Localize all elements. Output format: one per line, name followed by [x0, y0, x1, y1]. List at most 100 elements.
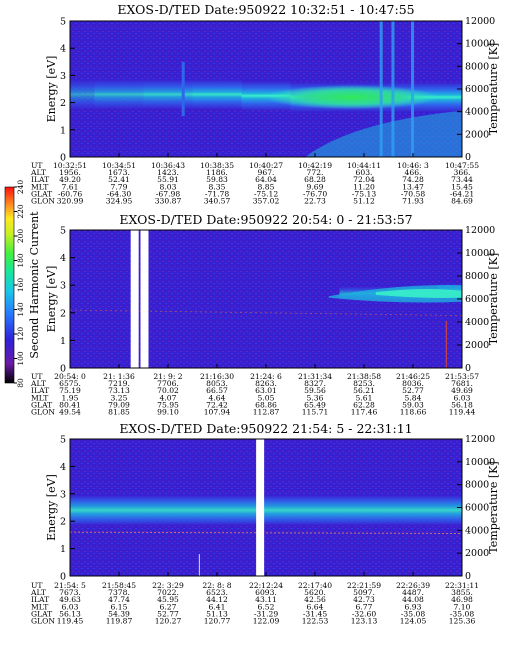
colorbar-tick-label: 220	[16, 204, 25, 219]
colorbar-tick-label: 80	[16, 378, 25, 388]
y-axis-label: Energy [eV]	[45, 474, 58, 541]
row-value: -35.08	[401, 609, 425, 618]
panel-2: EXOS-D/TED Date:950922 20:54: 0 - 21:53:…	[30, 212, 500, 417]
row-value: 6.41	[209, 602, 226, 611]
row-value: 5.05	[258, 393, 275, 402]
y-tick-label: 2	[60, 308, 66, 319]
row-value: 115.71	[302, 408, 329, 417]
row-value: -32.60	[352, 609, 376, 618]
y-tick-label: 3	[60, 71, 66, 82]
row-value: 80.41	[59, 400, 81, 409]
panel-title: EXOS-D/TED Date:950922 10:32:51 - 10:47:…	[117, 2, 414, 17]
row-value: 10:32:51	[53, 161, 87, 170]
y2-tick-label: 12000	[465, 225, 495, 236]
row-value: 7.10	[454, 602, 471, 611]
row-value: 6093.	[255, 588, 277, 597]
row-value: -31.45	[303, 609, 327, 618]
row-value: 45.95	[157, 595, 179, 604]
vertical-streak	[181, 61, 185, 117]
row-value: 125.36	[449, 617, 476, 626]
row-value: 5.36	[307, 393, 324, 402]
y2-tick-label: 12000	[465, 434, 495, 445]
plasma-band-segment	[143, 79, 193, 110]
row-value: 1673.	[108, 168, 130, 177]
row-value: 49.20	[59, 175, 81, 184]
plasma-band-segment	[94, 79, 144, 110]
y2-tick-label: 10000	[465, 248, 495, 259]
row-value: 22: 8: 8	[202, 581, 231, 590]
row-value: 64.04	[255, 175, 277, 184]
row-value: 73.44	[451, 175, 473, 184]
panel-title: EXOS-D/TED Date:950922 21:54: 5 - 22:31:…	[119, 421, 412, 436]
row-value: 6.77	[356, 602, 373, 611]
row-value: 44.08	[402, 595, 424, 604]
plasma-band-segment	[388, 495, 438, 526]
row-value: 74.28	[402, 175, 424, 184]
row-value: 8053.	[206, 379, 228, 388]
row-label-ut: UT	[31, 161, 42, 170]
row-label-mlt: MLT	[31, 393, 48, 402]
row-value: 123.13	[351, 617, 378, 626]
y-tick-label: 2	[60, 98, 66, 109]
row-value: 9.69	[307, 182, 324, 191]
y2-tick-label: 8000	[465, 480, 489, 491]
row-value: 967.	[258, 168, 275, 177]
row-value: 120.77	[204, 617, 231, 626]
plasma-band-core	[375, 288, 462, 298]
row-value: 66.57	[206, 386, 228, 395]
row-value: 5.84	[405, 393, 422, 402]
row-value: 772.	[307, 168, 324, 177]
data-gap	[256, 439, 265, 576]
row-value: 81.85	[108, 408, 130, 417]
plasma-band-segment	[143, 495, 193, 526]
row-value: 119.44	[449, 408, 476, 417]
row-value: 42.56	[304, 595, 326, 604]
y-tick-label: 3	[60, 281, 66, 292]
row-label-alt: ALT	[30, 379, 46, 388]
row-value: 56.21	[353, 386, 375, 395]
temperature-trace	[69, 531, 463, 535]
row-value: 5.61	[356, 393, 373, 402]
row-value: 75.19	[59, 386, 81, 395]
y-tick-label: 4	[60, 44, 66, 55]
row-value: 22.73	[304, 197, 326, 206]
y2-tick-label: 4000	[465, 317, 489, 328]
row-value: 120.27	[155, 617, 182, 626]
row-value: 117.46	[351, 408, 378, 417]
row-value: 10:34:51	[102, 161, 136, 170]
plasma-band-segment	[241, 495, 291, 526]
row-value: 122.09	[253, 617, 280, 626]
row-value: 59.56	[304, 386, 326, 395]
row-value: 22:12:24	[249, 581, 283, 590]
y2-tick-label: 2000	[465, 548, 489, 559]
y-tick-label: 0	[60, 364, 66, 375]
row-value: 8.03	[160, 182, 177, 191]
plasma-band-segment	[94, 495, 144, 526]
y2-tick-label: 12000	[465, 16, 495, 27]
row-value: 6.15	[111, 602, 128, 611]
row-value: 20:54: 0	[54, 372, 86, 381]
plasma-band-segment	[437, 495, 462, 526]
row-value: 71.93	[402, 197, 424, 206]
row-value: 21:53:57	[445, 372, 479, 381]
row-value: 112.87	[253, 408, 280, 417]
row-label-ilat: ILAT	[31, 175, 49, 184]
row-value: 75.95	[157, 400, 179, 409]
y-tick-label: 1	[60, 544, 66, 555]
row-value: 72.04	[353, 175, 375, 184]
colorbar-label: Second Harmonic Current	[28, 211, 41, 359]
row-value: 62.28	[353, 400, 375, 409]
row-value: 42.73	[353, 595, 375, 604]
y2-tick-label: 4000	[465, 107, 489, 118]
row-value: 7673.	[59, 588, 81, 597]
row-value: 6.64	[307, 602, 324, 611]
row-value: 65.49	[304, 400, 326, 409]
y2-tick-label: 10000	[465, 39, 495, 50]
row-value: 21:16:30	[200, 372, 234, 381]
row-value: 22:31:11	[445, 581, 479, 590]
row-label-alt: ALT	[30, 168, 46, 177]
row-label-ut: UT	[31, 581, 42, 590]
row-value: 51.13	[206, 609, 228, 618]
plasma-band-segment	[339, 495, 389, 526]
